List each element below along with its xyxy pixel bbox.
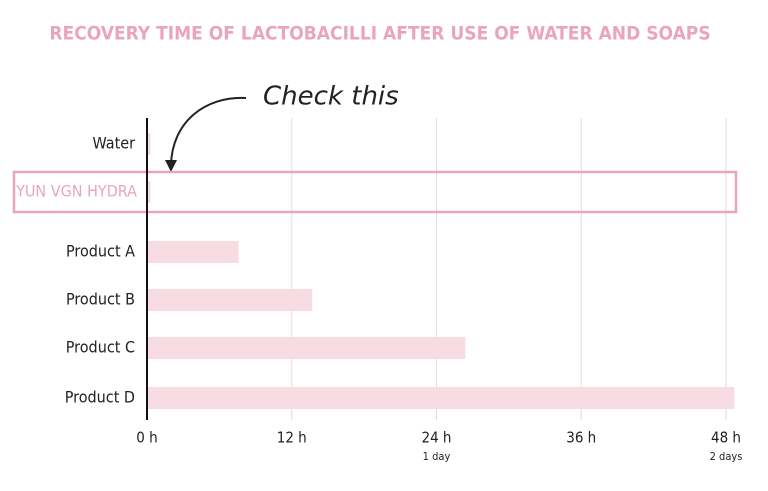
x-tick-label: 36 h [566,429,596,447]
x-tick-label: 12 h [277,429,307,447]
x-tick-label: 24 h [421,429,451,447]
y-tick-label: Product D [65,388,135,407]
bar [147,387,735,409]
y-tick-label: Product B [66,290,135,309]
arrow-head [165,160,177,172]
x-tick-sublabel: 2 days [710,450,743,463]
annotation: Check this [263,82,399,112]
y-tick-label: Product A [66,242,135,261]
x-tick-label: 0 h [136,429,157,447]
x-tick-label: 48 h [711,429,741,447]
chart-title: RECOVERY TIME OF LACTOBACILLI AFTER USE … [49,23,710,45]
highlight-box [12,170,738,214]
bar [147,289,313,311]
bar [147,241,239,263]
bar [147,337,466,359]
bar [147,133,151,155]
y-tick-label: YUN VGN HYDRA [15,182,137,201]
bar [147,181,151,203]
y-tick-label: Product C [66,338,135,357]
y-tick-label: Water [93,134,136,153]
annotation-arrow [170,96,247,166]
x-tick-sublabel: 1 day [423,450,451,463]
